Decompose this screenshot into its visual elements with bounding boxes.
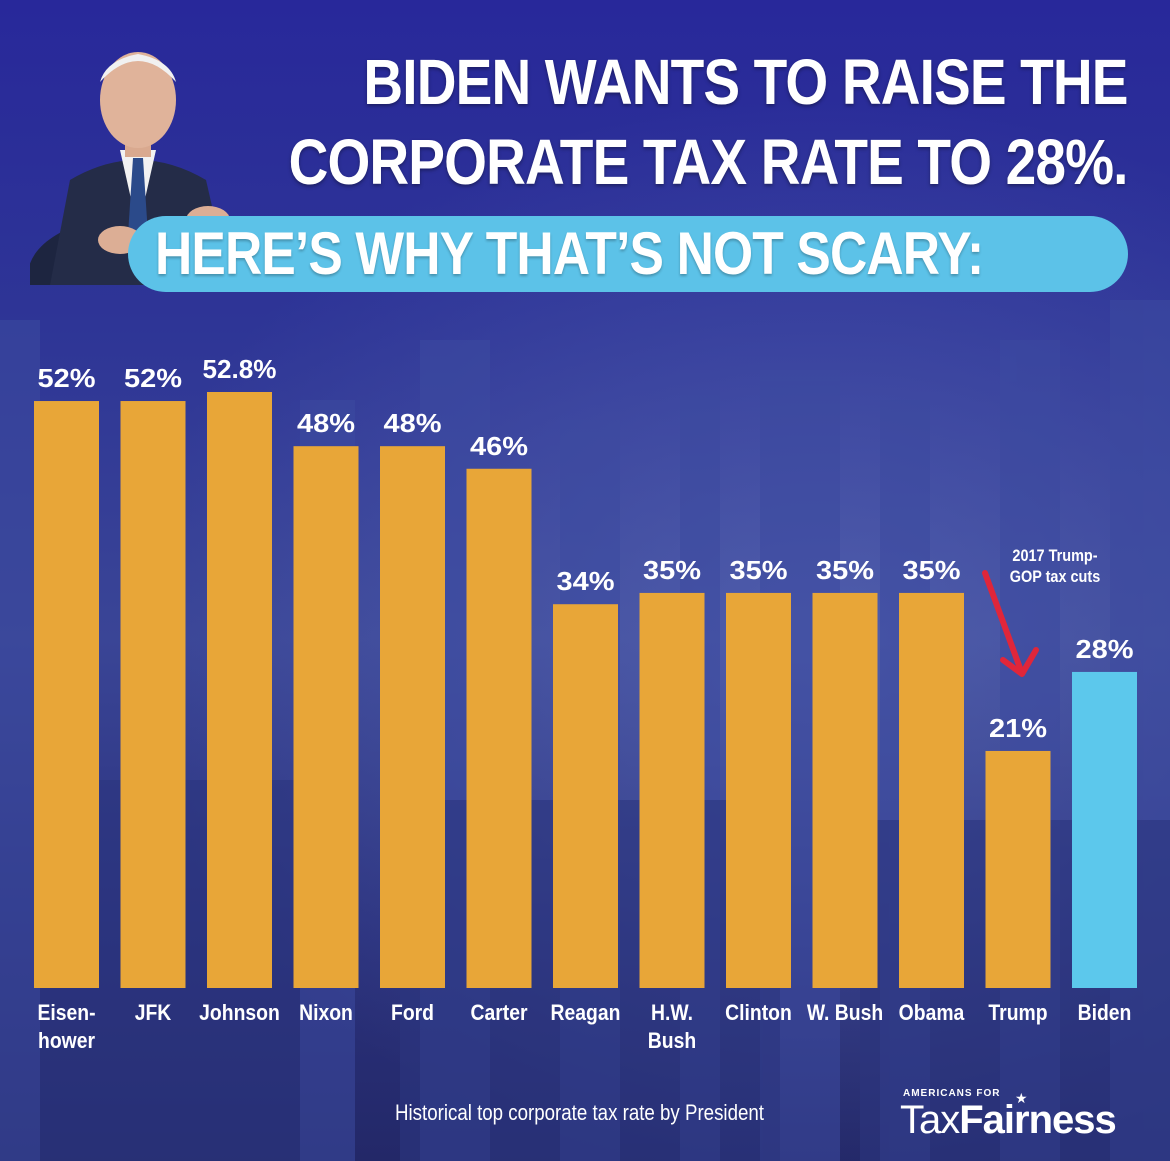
star-icon: ★	[1015, 1090, 1028, 1106]
category-label-2-0: Johnson	[199, 1001, 280, 1025]
category-label-3-0: Nixon	[299, 1001, 353, 1025]
headline-line-2: CORPORATE TAX RATE TO 28%.	[288, 126, 1129, 198]
headline-line-1: BIDEN WANTS TO RAISE THE	[363, 46, 1129, 118]
category-label-8-0: Clinton	[725, 1001, 792, 1025]
category-label-9-0: W. Bush	[807, 1001, 883, 1025]
value-label-9: 35%	[816, 555, 874, 585]
category-label-7-0: H.W.	[651, 1001, 693, 1025]
annotation-line-2: GOP tax cuts	[1009, 567, 1101, 586]
bar-2	[207, 392, 272, 988]
category-label-6-0: Reagan	[551, 1001, 621, 1025]
value-label-8: 35%	[730, 555, 788, 585]
bar-8	[726, 592, 791, 988]
category-label-11-0: Trump	[988, 1001, 1047, 1025]
annotation-line-1: 2017 Trump-	[1012, 546, 1098, 565]
value-label-1: 52%	[124, 363, 182, 393]
brand-tagline: AMERICANS FOR	[903, 1088, 1001, 1099]
value-label-5: 46%	[470, 431, 528, 461]
category-label-12-0: Biden	[1078, 1001, 1132, 1025]
bar-group	[34, 392, 1137, 989]
category-label-0-1: hower	[38, 1029, 95, 1053]
chart-caption: Historical top corporate tax rate by Pre…	[395, 1100, 764, 1125]
category-label-7-1: Bush	[648, 1029, 696, 1053]
category-label-1-0: JFK	[135, 1001, 172, 1025]
category-label-4-0: Ford	[391, 1001, 434, 1025]
bar-10	[899, 592, 964, 988]
value-label-12: 28%	[1076, 634, 1134, 664]
value-label-11: 21%	[989, 713, 1047, 743]
brand-tax: Tax	[900, 1098, 960, 1142]
bar-9	[812, 592, 878, 988]
bar-3	[293, 446, 359, 988]
bar-6	[553, 604, 618, 988]
value-label-6: 34%	[557, 566, 615, 596]
subhead-pill	[128, 216, 1128, 292]
bar-5	[466, 468, 532, 988]
value-label-4: 48%	[384, 408, 442, 438]
value-label-group: 52% 52% 52.8% 48% 48% 46% 34% 35% 35% 35% 35% 21% 28…	[38, 354, 1134, 743]
bar-12	[1072, 671, 1137, 988]
value-label-7: 35%	[643, 555, 701, 585]
bar-4	[380, 446, 445, 988]
value-label-3: 48%	[297, 408, 355, 438]
tax-rate-bar-chart: 52% 52% 52.8% 48% 48% 46% 34% 35% 35% 35% 35% 21% 28…	[34, 354, 1137, 1053]
annotation-arrow	[982, 570, 1039, 677]
brand-fairness: Fairness	[959, 1098, 1117, 1142]
bar-11	[985, 750, 1051, 988]
category-label-5-0: Carter	[470, 1001, 527, 1025]
subhead-text: HERE’S WHY THAT’S NOT SCARY:	[155, 220, 984, 287]
value-label-10: 35%	[903, 555, 961, 585]
value-label-0: 52%	[38, 363, 96, 393]
category-label-0-0: Eisen-	[37, 1001, 95, 1025]
tax-cuts-annotation: 2017 Trump- GOP tax cuts	[996, 545, 1115, 587]
bar-1	[120, 401, 186, 989]
category-label-group: Eisen-hower JFK Johnson Nixon Ford Carter Reag…	[37, 1001, 1131, 1053]
value-label-2: 52.8%	[203, 354, 277, 384]
bar-0	[34, 401, 99, 989]
brand-logo: TaxFairness	[900, 1098, 1117, 1142]
category-label-10-0: Obama	[899, 1001, 965, 1025]
bar-7	[639, 592, 705, 988]
